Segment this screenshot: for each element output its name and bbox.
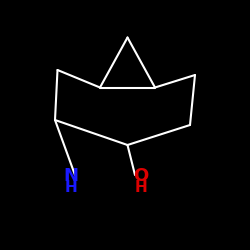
Text: N: N bbox=[64, 167, 79, 185]
Text: O: O bbox=[134, 167, 149, 185]
Text: H: H bbox=[65, 180, 78, 196]
Text: H: H bbox=[135, 180, 147, 196]
